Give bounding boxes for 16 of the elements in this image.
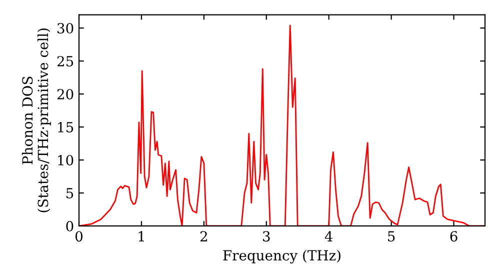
y-tick-label: 10: [58, 154, 74, 166]
y-tick-label: 30: [58, 23, 74, 34]
x-tick-label: 4: [324, 231, 333, 242]
y-tick-label: 15: [58, 122, 74, 132]
y-tick-label: 20: [57, 88, 74, 100]
x-tick-label: 1: [138, 231, 144, 242]
y-tick-label: 5: [66, 188, 74, 198]
y-axis-title: Phonon DOS (States/THz·primitive cell): [22, 28, 51, 212]
x-tick-label: 0: [75, 231, 82, 242]
x-tick-label: 6: [450, 231, 458, 242]
x-tick-label: 3: [263, 231, 270, 242]
x-tick-label: 2: [200, 231, 207, 242]
y-tick-label: 0: [66, 220, 74, 232]
x-tick-label: 5: [388, 231, 395, 242]
y-tick-label: 25: [57, 56, 74, 66]
x-axis-title: Frequency (THz): [223, 250, 340, 264]
